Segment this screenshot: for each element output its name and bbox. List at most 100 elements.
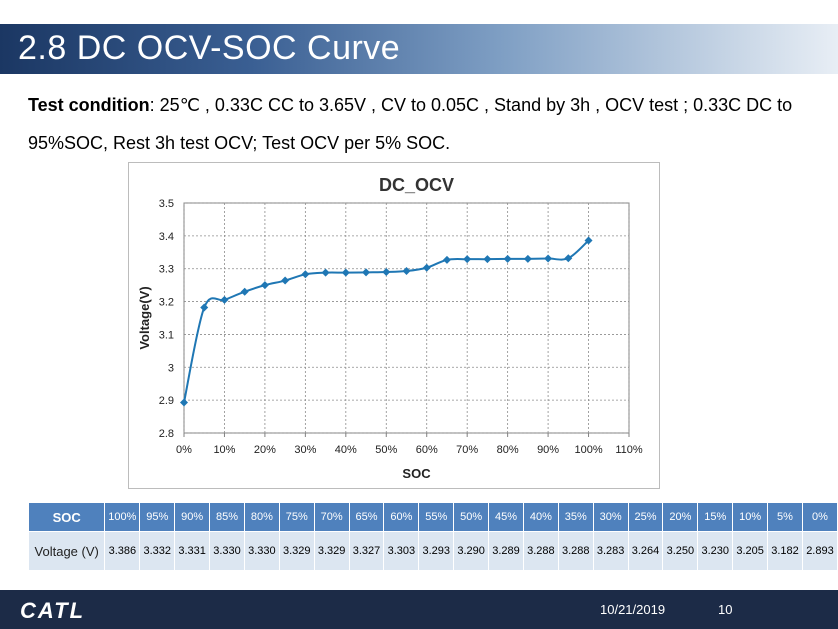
condition-label: Test condition xyxy=(28,95,150,115)
catl-logo: CATL xyxy=(20,598,86,623)
y-tick-label: 2.8 xyxy=(159,428,174,440)
voltage-cell: 3.330 xyxy=(209,531,245,571)
x-tick-label: 100% xyxy=(574,444,602,456)
voltage-cell: 3.289 xyxy=(488,531,524,571)
soc-cell: 65% xyxy=(348,502,385,532)
soc-cell: 75% xyxy=(278,502,315,532)
voltage-cell: 3.230 xyxy=(697,531,734,571)
soc-voltage-table: SOC 100% 95% 90% 85% 80% 75% 70% 65% 60% 55% 50% 45… xyxy=(27,502,838,571)
y-tick-label: 3.3 xyxy=(159,264,174,276)
soc-cell: 10% xyxy=(732,502,769,532)
x-tick-label: 0% xyxy=(176,444,192,456)
data-point-marker xyxy=(544,254,553,263)
voltage-cell: 3.250 xyxy=(662,531,699,571)
voltage-cell: 3.264 xyxy=(627,531,664,571)
data-point-marker xyxy=(260,281,269,290)
soc-cell: 0% xyxy=(801,502,838,532)
x-axis-label: SOC xyxy=(402,466,431,481)
x-tick-label: 40% xyxy=(335,444,357,456)
soc-cell: 60% xyxy=(383,502,420,532)
voltage-cell: 3.290 xyxy=(453,531,490,571)
soc-cell: 5% xyxy=(767,502,803,532)
data-point-marker xyxy=(523,254,532,263)
y-tick-label: 3 xyxy=(168,362,174,374)
voltage-cell: 3.288 xyxy=(557,531,594,571)
soc-row: SOC 100% 95% 90% 85% 80% 75% 70% 65% 60% 55% 50% 45… xyxy=(27,502,838,532)
data-point-marker xyxy=(200,303,209,312)
y-tick-label: 3.5 xyxy=(159,198,174,210)
voltage-cell: 3.205 xyxy=(732,531,769,571)
footer-date: 10/21/2019 xyxy=(600,602,666,617)
soc-row-label: SOC xyxy=(27,502,106,532)
x-tick-label: 80% xyxy=(497,444,519,456)
x-tick-label: 70% xyxy=(456,444,478,456)
data-point-marker xyxy=(240,287,249,296)
voltage-cell: 3.330 xyxy=(243,531,280,571)
y-axis-label: Voltage(V) xyxy=(137,286,152,349)
data-point-marker xyxy=(180,398,188,407)
x-tick-label: 50% xyxy=(375,444,397,456)
voltage-cell: 3.329 xyxy=(313,531,350,571)
soc-cell: 55% xyxy=(418,502,455,532)
data-point-marker xyxy=(301,270,310,279)
x-tick-label: 60% xyxy=(416,444,438,456)
page-number: 10 xyxy=(718,602,733,617)
x-tick-label: 10% xyxy=(213,444,235,456)
data-point-marker xyxy=(402,267,411,276)
soc-cell: 90% xyxy=(174,502,211,532)
voltage-cell: 3.283 xyxy=(592,531,629,571)
voltage-cell: 3.331 xyxy=(174,531,211,571)
title-bar: 2.8 DC OCV-SOC Curve xyxy=(0,24,838,74)
data-point-marker xyxy=(422,263,431,272)
chart-box: 2.8 2.9 3 3.1 3.2 3.3 3.4 3.5 0% 10% 20% 30% 40% 50% 6… xyxy=(128,162,660,489)
voltage-cell: 3.303 xyxy=(383,531,420,571)
y-tick-label: 3.2 xyxy=(159,297,174,309)
soc-cell: 70% xyxy=(313,502,350,532)
data-point-marker xyxy=(321,268,330,277)
voltage-cell: 3.182 xyxy=(767,531,803,571)
test-condition: Test condition: 25℃ , 0.33C CC to 3.65V … xyxy=(28,86,818,162)
data-point-marker xyxy=(483,255,492,264)
data-point-marker xyxy=(220,295,229,304)
voltage-cell: 3.386 xyxy=(104,531,141,571)
voltage-cell: 3.329 xyxy=(278,531,315,571)
condition-text: : 25℃ , 0.33C CC to 3.65V , CV to 0.05C … xyxy=(28,95,793,153)
data-point-marker xyxy=(281,276,290,285)
data-point-marker xyxy=(341,268,350,277)
soc-cell: 20% xyxy=(662,502,699,532)
chart-title: DC_OCV xyxy=(379,175,454,195)
x-tick-label: 20% xyxy=(254,444,276,456)
y-tick-label: 3.1 xyxy=(159,329,174,341)
data-point-marker xyxy=(382,268,391,276)
x-tick-label: 110% xyxy=(615,444,643,456)
soc-cell: 30% xyxy=(592,502,629,532)
ocv-chart: 2.8 2.9 3 3.1 3.2 3.3 3.4 3.5 0% 10% 20% 30% 40% 50% 6… xyxy=(137,175,643,481)
soc-cell: 35% xyxy=(557,502,594,532)
soc-cell: 45% xyxy=(488,502,524,532)
voltage-cell: 3.327 xyxy=(348,531,385,571)
soc-cell: 15% xyxy=(697,502,734,532)
voltage-row: Voltage (V) 3.386 3.332 3.331 3.330 3.330 3.3… xyxy=(27,531,838,571)
soc-cell: 25% xyxy=(627,502,664,532)
y-tick-label: 3.4 xyxy=(159,231,174,243)
data-point-marker xyxy=(503,254,512,263)
voltage-cell: 2.893 xyxy=(801,531,838,571)
data-point-marker xyxy=(442,255,451,264)
voltage-cell: 3.293 xyxy=(418,531,455,571)
voltage-row-label: Voltage (V) xyxy=(27,531,106,571)
soc-cell: 95% xyxy=(139,502,176,532)
voltage-cell: 3.332 xyxy=(139,531,176,571)
soc-cell: 40% xyxy=(522,502,559,532)
slide-title: 2.8 DC OCV-SOC Curve xyxy=(18,29,401,67)
x-tick-label: 30% xyxy=(294,444,316,456)
y-tick-label: 2.9 xyxy=(159,395,174,407)
soc-cell: 50% xyxy=(453,502,490,532)
data-point-marker xyxy=(362,268,371,277)
data-point-marker xyxy=(584,236,593,245)
footer: CATL 10/21/2019 10 xyxy=(0,590,838,629)
voltage-cell: 3.288 xyxy=(522,531,559,571)
data-point-marker xyxy=(463,255,472,264)
x-tick-label: 90% xyxy=(537,444,559,456)
data-point-marker xyxy=(564,254,573,263)
plot-area xyxy=(183,202,630,434)
